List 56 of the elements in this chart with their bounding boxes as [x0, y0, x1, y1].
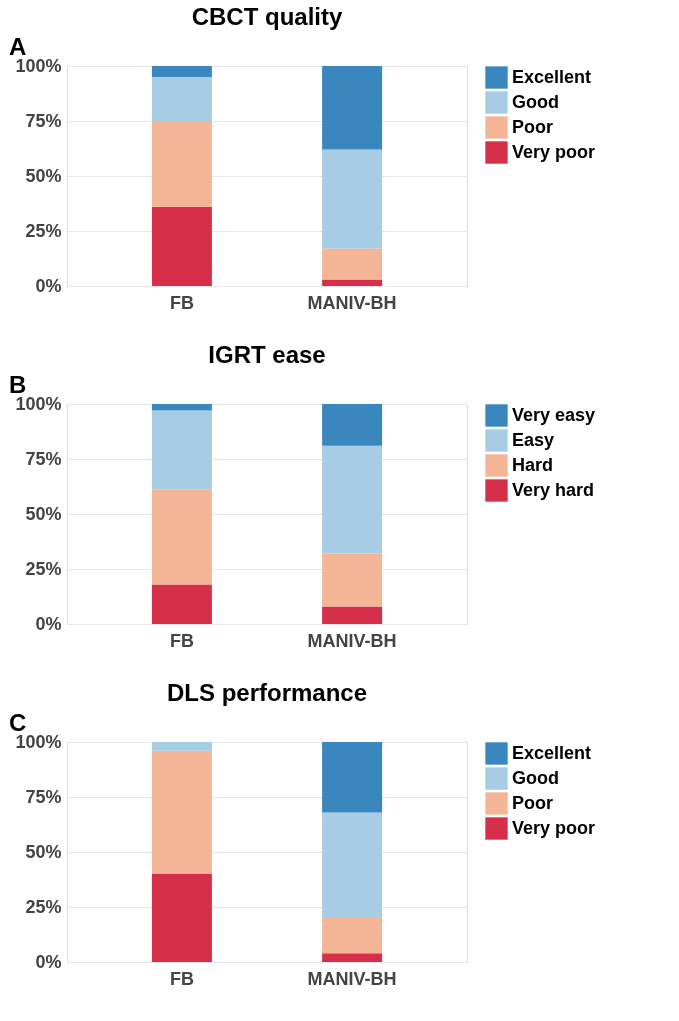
y-tick-label: 0% [35, 613, 62, 634]
y-tick-label: 50% [25, 503, 62, 524]
bar [322, 918, 383, 954]
chart-title: CBCT quality [191, 3, 343, 30]
text: Good [512, 767, 559, 788]
x-tick-label: MANIV-BH [307, 968, 397, 989]
bar [322, 742, 383, 813]
text: Easy [512, 429, 555, 450]
y-tick-label: 50% [25, 841, 62, 862]
y-tick-label: 75% [25, 786, 62, 807]
legend-label: Poor [512, 116, 554, 137]
text: Very easy [512, 404, 596, 425]
x-tick-label: MANIV-BH [307, 630, 397, 651]
bar [322, 606, 383, 624]
x-tick-label: FB [169, 292, 194, 313]
y-tick-label: 75% [25, 448, 62, 469]
chart-title: DLS performance [166, 679, 368, 706]
y-tick-label: 25% [25, 896, 62, 917]
legend-label: Excellent [512, 66, 592, 87]
text: Excellent [512, 742, 592, 763]
bar [322, 553, 383, 607]
y-tick-label: 75% [25, 110, 62, 131]
y-tick-label: 25% [25, 220, 62, 241]
x-tick-label: MANIV-BH [307, 292, 397, 313]
chart-title: IGRT ease [208, 341, 326, 368]
bar [322, 66, 383, 150]
text: Hard [512, 454, 554, 475]
bar [322, 248, 383, 280]
bar [322, 445, 383, 554]
y-tick-label: 0% [35, 951, 62, 972]
legend-label: Very poor [512, 141, 596, 162]
bar [151, 742, 212, 751]
x-tick-label: FB [169, 968, 194, 989]
legend-label: Very hard [512, 479, 595, 500]
bar [322, 279, 383, 286]
bar [151, 77, 212, 121]
legend-label: Very poor [512, 817, 596, 838]
y-tick-label: 25% [25, 558, 62, 579]
bar [151, 121, 212, 207]
y-tick-label: 0% [35, 275, 62, 296]
bar [151, 750, 212, 874]
bar [322, 953, 383, 962]
bar [151, 206, 212, 286]
bar [322, 149, 383, 249]
bar [151, 874, 212, 962]
bar [151, 584, 212, 624]
legend-label: Good [512, 91, 559, 112]
bar [322, 812, 383, 918]
bar [151, 489, 212, 585]
x-tick-label: FB [169, 630, 194, 651]
y-tick-label: 50% [25, 165, 62, 186]
bar [151, 404, 212, 411]
bar [151, 410, 212, 490]
bar [151, 66, 212, 77]
bar [322, 404, 383, 446]
text: Poor [512, 792, 554, 813]
